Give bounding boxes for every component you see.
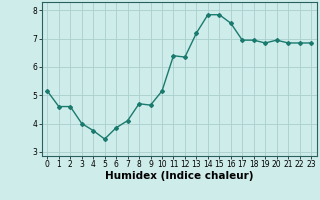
X-axis label: Humidex (Indice chaleur): Humidex (Indice chaleur) bbox=[105, 171, 253, 181]
